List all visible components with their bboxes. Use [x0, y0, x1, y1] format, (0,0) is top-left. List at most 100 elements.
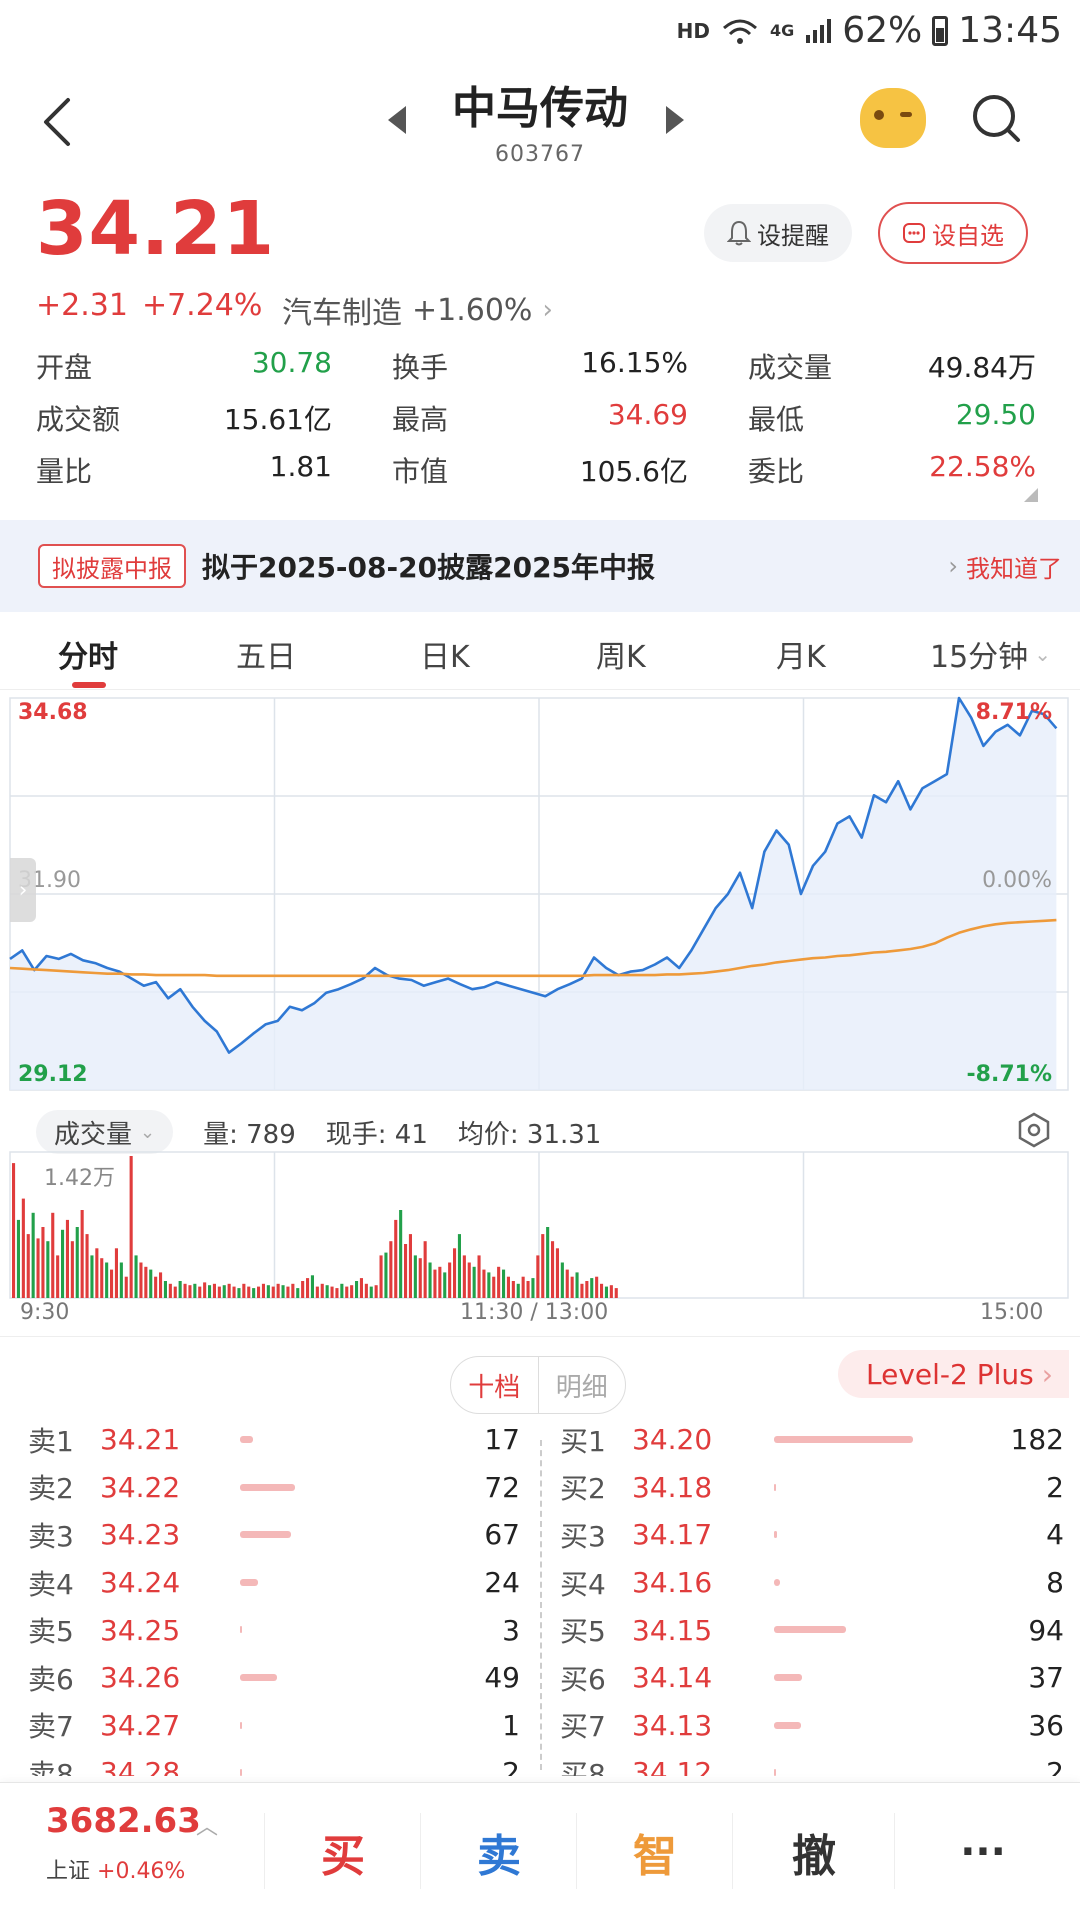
buy-order-row[interactable]: 买5 34.15 94	[560, 1606, 1080, 1654]
sell-order-row[interactable]: 卖4 34.24 24	[28, 1559, 548, 1607]
buy-order-row[interactable]: 买3 34.17 4	[560, 1511, 1080, 1559]
more-menu-button[interactable]: ···	[960, 1829, 1006, 1875]
level2-label: Level-2 Plus	[866, 1357, 1034, 1391]
sell-order-row[interactable]: 卖6 34.26 49	[28, 1654, 548, 1702]
volume-bar	[31, 1212, 35, 1298]
divider	[264, 1813, 265, 1889]
sell-button[interactable]: 卖	[477, 1831, 521, 1882]
order-price: 34.15	[632, 1613, 713, 1647]
sell-order-row[interactable]: 卖1 34.21 17	[28, 1416, 548, 1464]
prev-stock-icon[interactable]	[388, 106, 406, 134]
cancel-order-button[interactable]: 撤	[792, 1831, 836, 1882]
order-level: 卖6	[28, 1662, 74, 1696]
volume-bar	[168, 1283, 172, 1298]
order-volume-bar	[774, 1673, 803, 1681]
sell-order-row[interactable]: 卖2 34.22 72	[28, 1464, 548, 1512]
tab-five-day[interactable]: 五日	[236, 640, 296, 675]
order-level: 卖3	[28, 1519, 74, 1553]
volume-bar	[320, 1283, 324, 1298]
settings-hexagon-icon[interactable]	[1016, 1112, 1052, 1148]
sell-order-row[interactable]: 卖5 34.25 3	[28, 1606, 548, 1654]
volume-bar	[208, 1285, 212, 1298]
tab-monthly-k[interactable]: 月K	[776, 640, 826, 675]
add-favorite-button[interactable]: 设自选	[878, 202, 1028, 264]
dismiss-banner-button[interactable]: › 我知道了	[948, 549, 1062, 584]
volume-bar	[276, 1283, 280, 1298]
volume-bar	[614, 1288, 618, 1298]
volume-bar	[183, 1283, 187, 1298]
sector-link[interactable]: 汽车制造 +1.60% ›	[282, 288, 553, 332]
order-price: 34.21	[100, 1423, 181, 1457]
search-icon[interactable]	[970, 92, 1022, 144]
order-level: 卖5	[28, 1615, 74, 1649]
volume-bar	[350, 1285, 354, 1298]
volume-bar	[61, 1229, 65, 1298]
tab-weekly-k[interactable]: 周K	[596, 640, 646, 675]
sell-order-row[interactable]: 卖7 34.27 1	[28, 1702, 548, 1750]
volume-bar	[232, 1286, 236, 1298]
tab-daily-k[interactable]: 日K	[420, 640, 470, 675]
stat-value: 1.81	[269, 450, 332, 483]
order-level: 买5	[560, 1615, 606, 1649]
disclosure-text: 拟于2025-08-20披露2025年中报	[202, 551, 656, 584]
price-area-fill	[10, 698, 1057, 1090]
tab-ten-levels[interactable]: 十档	[468, 1372, 521, 1403]
volume-bar	[516, 1283, 520, 1298]
buy-order-row[interactable]: 买7 34.13 36	[560, 1702, 1080, 1750]
price-line	[9, 696, 1058, 1054]
volume-bar	[212, 1283, 216, 1298]
chevron-up-icon: ︿	[196, 1815, 219, 1840]
buy-order-row[interactable]: 买4 34.16 8	[560, 1559, 1080, 1607]
tab-intraday[interactable]: 分时	[58, 640, 118, 675]
indicator-label: 成交量	[54, 1119, 133, 1150]
volume-bar	[413, 1255, 417, 1298]
volume-bar	[21, 1198, 25, 1298]
next-stock-icon[interactable]	[666, 106, 684, 134]
volume-bar	[609, 1285, 613, 1298]
intraday-chart[interactable]	[0, 690, 1080, 1100]
volume-bar	[271, 1286, 275, 1298]
set-alert-button[interactable]: 设提醒	[704, 204, 852, 262]
buy-order-row[interactable]: 买6 34.14 37	[560, 1654, 1080, 1702]
stock-code: 603767	[495, 142, 585, 167]
chevron-right-icon: ›	[542, 295, 553, 325]
volume-bar	[330, 1286, 334, 1298]
order-volume-bar	[774, 1436, 913, 1443]
mascot-icon[interactable]	[860, 88, 926, 148]
volume-bar	[570, 1276, 574, 1298]
order-level: 买8	[560, 1757, 606, 1776]
order-quantity: 4	[1046, 1518, 1064, 1552]
volume-bar	[46, 1241, 50, 1298]
change-value: +2.31	[36, 288, 128, 323]
indicator-selector[interactable]: 成交量 ⌄	[36, 1110, 174, 1154]
tab-period-label: 15分钟	[930, 640, 1029, 675]
back-arrow-icon[interactable]	[38, 96, 78, 148]
level2-plus-button[interactable]: Level-2 Plus ›	[838, 1350, 1069, 1398]
volume-bar	[443, 1272, 447, 1298]
bell-icon	[727, 220, 751, 246]
volume-bar	[173, 1286, 177, 1298]
order-level: 买3	[560, 1519, 606, 1553]
battery-icon	[932, 15, 949, 46]
volume-chart[interactable]	[0, 1150, 1080, 1300]
tab-period-select[interactable]: 15分钟 ⌄	[930, 632, 1051, 676]
bottom-action-bar: 3682.63 ︿ 上证 +0.46% 买 卖 智 撤 ···	[0, 1782, 1080, 1920]
tab-details[interactable]: 明细	[537, 1357, 626, 1413]
divider	[732, 1813, 733, 1889]
volume-bar	[555, 1248, 559, 1298]
expand-corner-icon[interactable]	[1024, 488, 1038, 502]
buy-order-row[interactable]: 买8 34.12 2	[560, 1749, 1080, 1776]
stats-grid[interactable]: 开盘 30.78 换手 16.15% 成交量 49.84万 成交额 15.61亿 最高 34.69…	[36, 340, 1036, 496]
chevron-right-icon: ›	[948, 552, 958, 580]
side-panel-toggle[interactable]: ›	[10, 858, 36, 922]
sell-order-row[interactable]: 卖8 34.28 2	[28, 1749, 548, 1776]
volume-bar	[536, 1255, 540, 1298]
volume-bar	[56, 1255, 60, 1298]
volume-bar	[369, 1286, 373, 1298]
buy-order-row[interactable]: 买2 34.18 2	[560, 1464, 1080, 1512]
sell-order-row[interactable]: 卖3 34.23 67	[28, 1511, 548, 1559]
buy-button[interactable]: 买	[321, 1831, 365, 1882]
buy-order-row[interactable]: 买1 34.20 182	[560, 1416, 1080, 1464]
volume-bar	[119, 1262, 123, 1298]
smart-order-button[interactable]: 智	[633, 1831, 677, 1882]
